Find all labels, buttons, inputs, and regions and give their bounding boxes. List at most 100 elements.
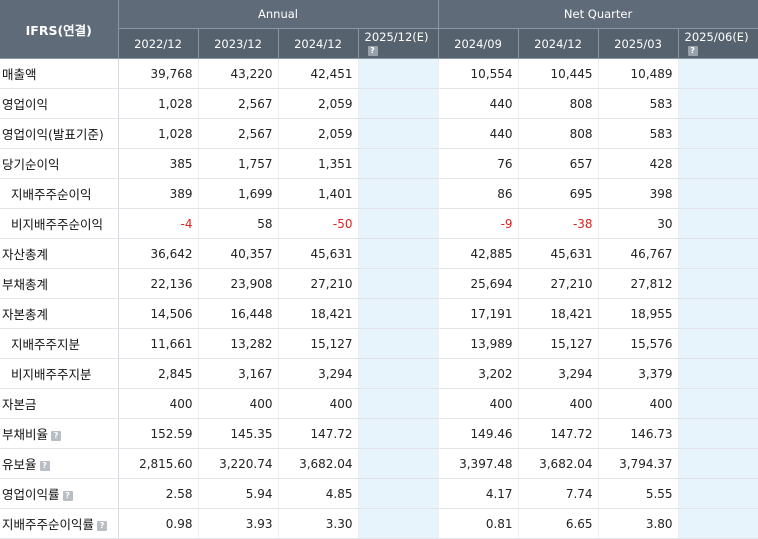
value-cell: 808 — [518, 118, 599, 149]
table-row: 매출액 39,768 43,220 42,451 10,554 10,445 10,489 — [0, 58, 758, 89]
period-header: 2024/12 — [278, 28, 359, 59]
row-label-text: 영업이익(발표기준) — [2, 127, 104, 142]
row-label: 비지배주주지분 — [0, 358, 119, 389]
table-row: 자산총계 36,642 40,357 45,631 42,885 45,631 46,767 — [0, 238, 758, 269]
help-icon[interactable]: ? — [97, 520, 108, 531]
help-icon[interactable]: ? — [51, 430, 62, 441]
value-cell: 6.65 — [518, 508, 599, 539]
table-row: 지배주주순이익 389 1,699 1,401 86 695 398 — [0, 178, 758, 209]
value-cell: 23,908 — [198, 268, 279, 299]
value-cell — [678, 58, 758, 89]
value-cell — [358, 208, 439, 239]
value-cell: 385 — [118, 148, 199, 179]
value-cell: 15,127 — [518, 328, 599, 359]
value-cell — [678, 118, 758, 149]
value-cell: 14,506 — [118, 298, 199, 329]
table-row: 자본금 400 400 400 400 400 400 — [0, 388, 758, 419]
value-cell: 18,421 — [278, 298, 359, 329]
help-icon[interactable]: ? — [367, 46, 378, 56]
row-label-text: 비지배주주순이익 — [11, 217, 104, 232]
table-row: 비지배주주지분 2,845 3,167 3,294 3,202 3,294 3,379 — [0, 358, 758, 389]
value-cell: 0.81 — [438, 508, 519, 539]
value-cell: 3.30 — [278, 508, 359, 539]
value-cell — [358, 148, 439, 179]
value-cell — [358, 118, 439, 149]
help-icon[interactable]: ? — [687, 46, 698, 56]
value-cell: 45,631 — [518, 238, 599, 269]
value-cell — [678, 148, 758, 179]
value-cell: 4.85 — [278, 478, 359, 509]
value-cell: 4.17 — [438, 478, 519, 509]
row-label-text: 비지배주주지분 — [11, 367, 92, 382]
row-label: 부채총계 — [0, 268, 119, 299]
value-cell: 3,794.37 — [598, 448, 679, 479]
value-cell: 5.94 — [198, 478, 279, 509]
row-label: 지배주주지분 — [0, 328, 119, 359]
row-label: 자본총계 — [0, 298, 119, 329]
value-cell: 400 — [118, 388, 199, 419]
value-cell: -50 — [278, 208, 359, 239]
row-label: 매출액 — [0, 58, 119, 89]
value-cell: 1,351 — [278, 148, 359, 179]
period-header: 2023/12 — [198, 28, 279, 59]
value-cell: 10,445 — [518, 58, 599, 89]
value-cell: 3,294 — [278, 358, 359, 389]
value-cell — [678, 478, 758, 509]
value-cell: 3,397.48 — [438, 448, 519, 479]
table-row: 영업이익(발표기준) 1,028 2,567 2,059 440 808 583 — [0, 118, 758, 149]
value-cell — [358, 418, 439, 449]
value-cell — [358, 388, 439, 419]
value-cell: 18,955 — [598, 298, 679, 329]
row-label: 비지배주주순이익 — [0, 208, 119, 239]
quarter-group-header: Net Quarter — [438, 0, 758, 29]
value-cell: 400 — [598, 388, 679, 419]
value-cell: 145.35 — [198, 418, 279, 449]
value-cell: 15,576 — [598, 328, 679, 359]
row-label-text: 자본총계 — [2, 307, 49, 322]
row-label-text: 자본금 — [2, 397, 37, 412]
value-cell: 695 — [518, 178, 599, 209]
row-label: 지배주주순이익 — [0, 178, 119, 209]
value-cell: 3,379 — [598, 358, 679, 389]
value-cell — [358, 448, 439, 479]
row-label: 지배주주순이익률? — [0, 508, 119, 539]
row-label-text: 자산총계 — [2, 247, 49, 262]
value-cell: 13,282 — [198, 328, 279, 359]
value-cell: 27,210 — [278, 268, 359, 299]
help-icon[interactable]: ? — [39, 460, 50, 471]
table-row: 부채총계 22,136 23,908 27,210 25,694 27,210 27,812 — [0, 268, 758, 299]
value-cell: 583 — [598, 118, 679, 149]
value-cell: 147.72 — [278, 418, 359, 449]
value-cell: 400 — [438, 388, 519, 419]
value-cell: 22,136 — [118, 268, 199, 299]
help-icon[interactable]: ? — [62, 490, 73, 501]
value-cell: 18,421 — [518, 298, 599, 329]
row-label-text: 영업이익 — [2, 97, 49, 112]
row-label-text: 영업이익률 — [2, 487, 60, 502]
row-label: 영업이익률? — [0, 478, 119, 509]
value-cell — [678, 358, 758, 389]
value-cell: 25,694 — [438, 268, 519, 299]
value-cell: 39,768 — [118, 58, 199, 89]
value-cell: 43,220 — [198, 58, 279, 89]
value-cell: 3,682.04 — [518, 448, 599, 479]
period-label: 2025/06(E) — [684, 29, 749, 44]
value-cell: 657 — [518, 148, 599, 179]
value-cell — [678, 268, 758, 299]
value-cell — [358, 88, 439, 119]
value-cell: 149.46 — [438, 418, 519, 449]
value-cell: 2,059 — [278, 118, 359, 149]
value-cell: 17,191 — [438, 298, 519, 329]
value-cell — [358, 178, 439, 209]
value-cell — [358, 238, 439, 269]
value-cell: 42,885 — [438, 238, 519, 269]
value-cell: 400 — [198, 388, 279, 419]
value-cell: -38 — [518, 208, 599, 239]
row-label: 자본금 — [0, 388, 119, 419]
row-label-text: 부채총계 — [2, 277, 49, 292]
value-cell: 16,448 — [198, 298, 279, 329]
value-cell: 46,767 — [598, 238, 679, 269]
row-label-text: 부채비율 — [2, 427, 49, 442]
period-header: 2025/12(E)? — [358, 28, 439, 59]
